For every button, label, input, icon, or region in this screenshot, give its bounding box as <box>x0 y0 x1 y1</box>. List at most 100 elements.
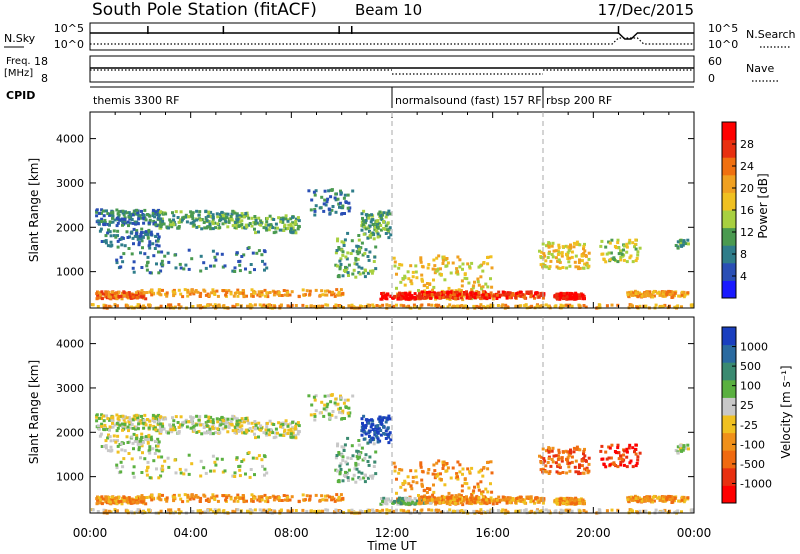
range-cell <box>116 234 119 238</box>
range-cell <box>350 444 354 448</box>
range-cell <box>95 415 99 419</box>
range-cell <box>417 497 421 501</box>
range-cell <box>363 252 367 255</box>
range-cell <box>407 304 411 308</box>
range-cell <box>152 219 156 223</box>
range-cell <box>432 291 436 295</box>
range-cell <box>135 434 139 438</box>
range-cell <box>173 290 177 294</box>
range-cell <box>679 244 683 248</box>
range-cell <box>428 283 432 286</box>
range-cell <box>236 493 240 497</box>
range-cell <box>665 293 669 297</box>
range-cell <box>682 496 686 500</box>
range-cell <box>556 458 560 461</box>
range-cell <box>202 221 206 224</box>
range-cell <box>110 448 114 452</box>
range-cell <box>638 246 642 250</box>
range-cell <box>423 293 427 296</box>
range-cell <box>501 495 505 499</box>
range-cell <box>126 509 130 513</box>
range-cell <box>154 210 158 214</box>
range-cell <box>209 210 213 214</box>
range-cell <box>187 472 191 476</box>
range-cell <box>479 508 483 512</box>
range-cell <box>102 419 106 423</box>
range-cell <box>308 494 312 498</box>
range-cell <box>161 212 165 216</box>
range-cell <box>141 440 145 444</box>
range-cell <box>643 293 647 297</box>
range-cell <box>420 303 424 307</box>
y-tick-label: 4000 <box>56 133 84 146</box>
range-cell <box>456 297 460 301</box>
range-cell <box>423 494 427 498</box>
range-cell <box>461 503 465 507</box>
range-cell <box>191 510 195 513</box>
range-cell <box>159 225 163 228</box>
range-cell <box>456 270 459 274</box>
range-cell <box>102 214 106 218</box>
range-cell <box>561 296 565 300</box>
range-cell <box>307 394 311 398</box>
range-cell <box>561 509 565 513</box>
range-cell <box>548 470 552 474</box>
range-cell <box>139 456 142 460</box>
range-cell <box>242 215 246 219</box>
range-cell <box>337 202 341 206</box>
range-cell <box>222 289 226 293</box>
range-cell <box>573 465 577 469</box>
range-cell <box>426 471 430 475</box>
range-cell <box>100 240 104 243</box>
range-cell <box>129 295 133 299</box>
range-cell <box>485 498 489 502</box>
range-cell <box>125 416 129 420</box>
range-cell <box>605 304 609 308</box>
range-cell <box>516 499 520 503</box>
range-cell <box>159 223 163 227</box>
range-cell <box>151 416 155 420</box>
range-cell <box>367 216 371 220</box>
range-cell <box>290 290 294 294</box>
range-cell <box>144 502 148 506</box>
range-cell <box>355 455 359 459</box>
range-cell <box>581 297 585 301</box>
range-cell <box>103 218 107 222</box>
range-cell <box>604 245 608 249</box>
range-cell <box>568 264 572 268</box>
range-cell <box>558 502 562 506</box>
range-cell <box>249 468 253 471</box>
range-cell <box>176 421 180 424</box>
range-cell <box>329 195 333 199</box>
range-cell <box>105 296 109 300</box>
range-cell <box>224 425 228 429</box>
y-tick-label: 2000 <box>56 221 84 234</box>
range-cell <box>668 498 672 501</box>
range-cell <box>338 259 342 263</box>
range-cell <box>463 276 467 280</box>
range-cell <box>629 508 633 512</box>
range-cell <box>337 407 341 411</box>
range-cell <box>442 460 446 464</box>
range-cell <box>131 236 135 240</box>
range-cell <box>342 196 346 200</box>
range-cell <box>458 258 462 262</box>
range-cell <box>393 260 397 264</box>
range-cell <box>458 292 462 296</box>
range-cell <box>142 217 146 221</box>
range-cell <box>150 288 154 292</box>
range-cell <box>233 226 237 230</box>
range-cell <box>436 296 440 300</box>
range-cell <box>229 497 233 501</box>
range-cell <box>386 433 390 437</box>
range-cell <box>521 500 525 504</box>
range-cell <box>427 303 431 307</box>
range-cell <box>351 477 355 481</box>
range-cell <box>267 223 271 227</box>
range-cell <box>263 493 267 497</box>
range-cell <box>189 426 193 430</box>
range-cell <box>477 496 481 500</box>
range-cell <box>682 444 686 448</box>
range-cell <box>403 276 407 280</box>
